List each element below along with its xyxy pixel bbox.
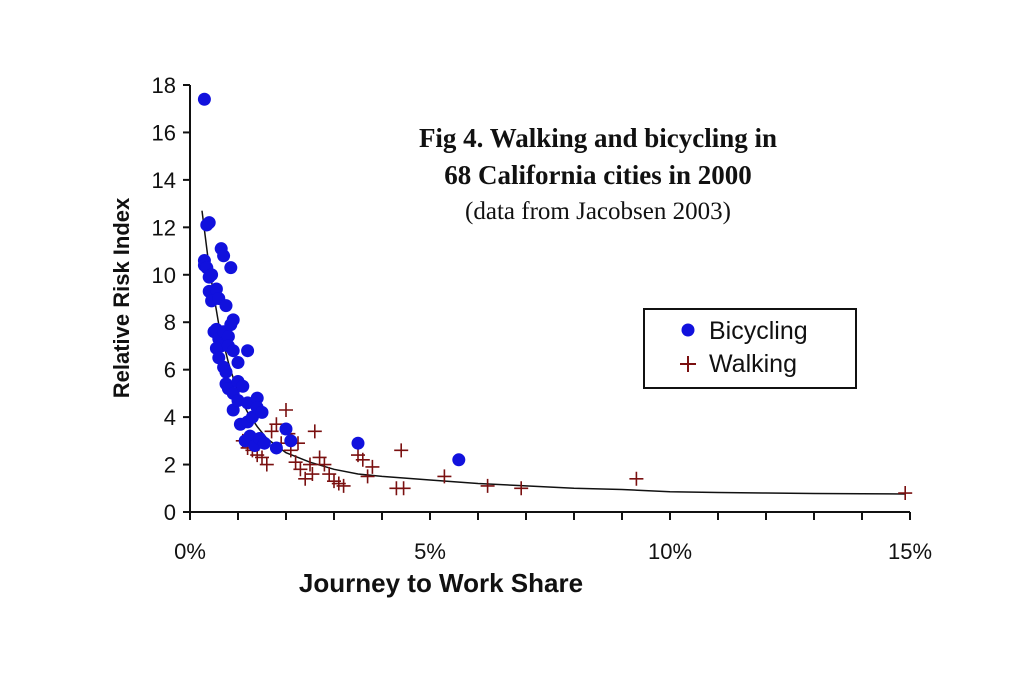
y-tick-label: 12 [152, 215, 176, 240]
chart-title-line-2: 68 California cities in 2000 [444, 160, 751, 190]
walking-point [307, 424, 322, 439]
x-axis-title: Journey to Work Share [299, 568, 583, 598]
legend-box [643, 308, 857, 389]
bicycling-point [202, 216, 216, 230]
bicycling-point [219, 299, 233, 313]
bicycling-point [351, 436, 365, 450]
walking-point [629, 471, 644, 486]
bicycling-point [269, 441, 283, 455]
bicycling-point [452, 453, 466, 467]
walking-point [396, 481, 411, 496]
bicycling-point [226, 344, 240, 358]
legend: Bicycling Walking [643, 308, 857, 389]
walking-point [279, 402, 293, 417]
bicycling-point [205, 268, 219, 282]
walking-point [322, 467, 337, 482]
y-tick-label: 6 [164, 358, 176, 383]
legend-walking-marker [680, 356, 696, 372]
y-tick-label: 10 [152, 263, 176, 288]
walking-point [365, 459, 380, 474]
walking-point [305, 467, 320, 482]
walking-point [514, 481, 529, 496]
walking-point [259, 457, 274, 472]
bicycling-point [231, 356, 245, 370]
y-tick-label: 16 [152, 120, 176, 145]
walking-point [336, 478, 351, 493]
walking-point [317, 457, 332, 472]
bicycling-point [197, 92, 211, 106]
y-tick-label: 14 [152, 168, 176, 193]
y-tick-label: 2 [164, 453, 176, 478]
bicycling-point [241, 344, 255, 358]
y-tick-label: 18 [152, 73, 176, 98]
walking-point [303, 457, 317, 472]
bicycling-point [221, 329, 235, 343]
y-tick-label: 8 [164, 310, 176, 335]
bicycling-point [279, 422, 293, 436]
walking-point [480, 478, 495, 493]
bicycling-point [224, 261, 238, 275]
x-tick-label: 5% [414, 539, 446, 564]
chart-subtitle: (data from Jacobsen 2003) [465, 198, 731, 225]
bicycling-point [241, 396, 255, 410]
walking-point [898, 486, 913, 501]
plot-area: 0 2 4 6 8 10 12 14 16 18 0% 5% 10% 15% [152, 73, 933, 564]
bicycling-point [257, 436, 271, 450]
walking-point [360, 469, 375, 484]
y-tick-label: 0 [164, 500, 176, 525]
walking-point [312, 450, 327, 465]
walking-point [437, 469, 452, 484]
walking-point [394, 443, 409, 458]
legend-walking-label: Walking [709, 350, 797, 378]
bicycling-point [255, 405, 269, 419]
x-tick-label: 0% [174, 539, 206, 564]
bicycling-point [224, 318, 238, 332]
bicycling-point [217, 249, 231, 263]
bicycling-point [219, 365, 233, 379]
walking-point [269, 417, 284, 432]
y-axis-title: Relative Risk Index [109, 197, 134, 398]
y-tick-label: 4 [164, 405, 176, 430]
legend-bicycling-label: Bicycling [709, 317, 808, 345]
walking-point [255, 450, 269, 465]
bicycling-point [250, 391, 264, 405]
bicycling-point [236, 379, 250, 393]
chart-title-line-1: Fig 4. Walking and bicycling in [419, 123, 777, 153]
legend-bicycling-marker [681, 323, 695, 337]
walking-point [288, 455, 303, 470]
x-tick-label: 15% [888, 539, 932, 564]
bicycling-point [284, 434, 298, 448]
walking-point [264, 424, 279, 439]
walking-point [293, 462, 308, 477]
x-tick-label: 10% [648, 539, 692, 564]
walking-point [355, 452, 370, 467]
walking-point [298, 471, 313, 486]
